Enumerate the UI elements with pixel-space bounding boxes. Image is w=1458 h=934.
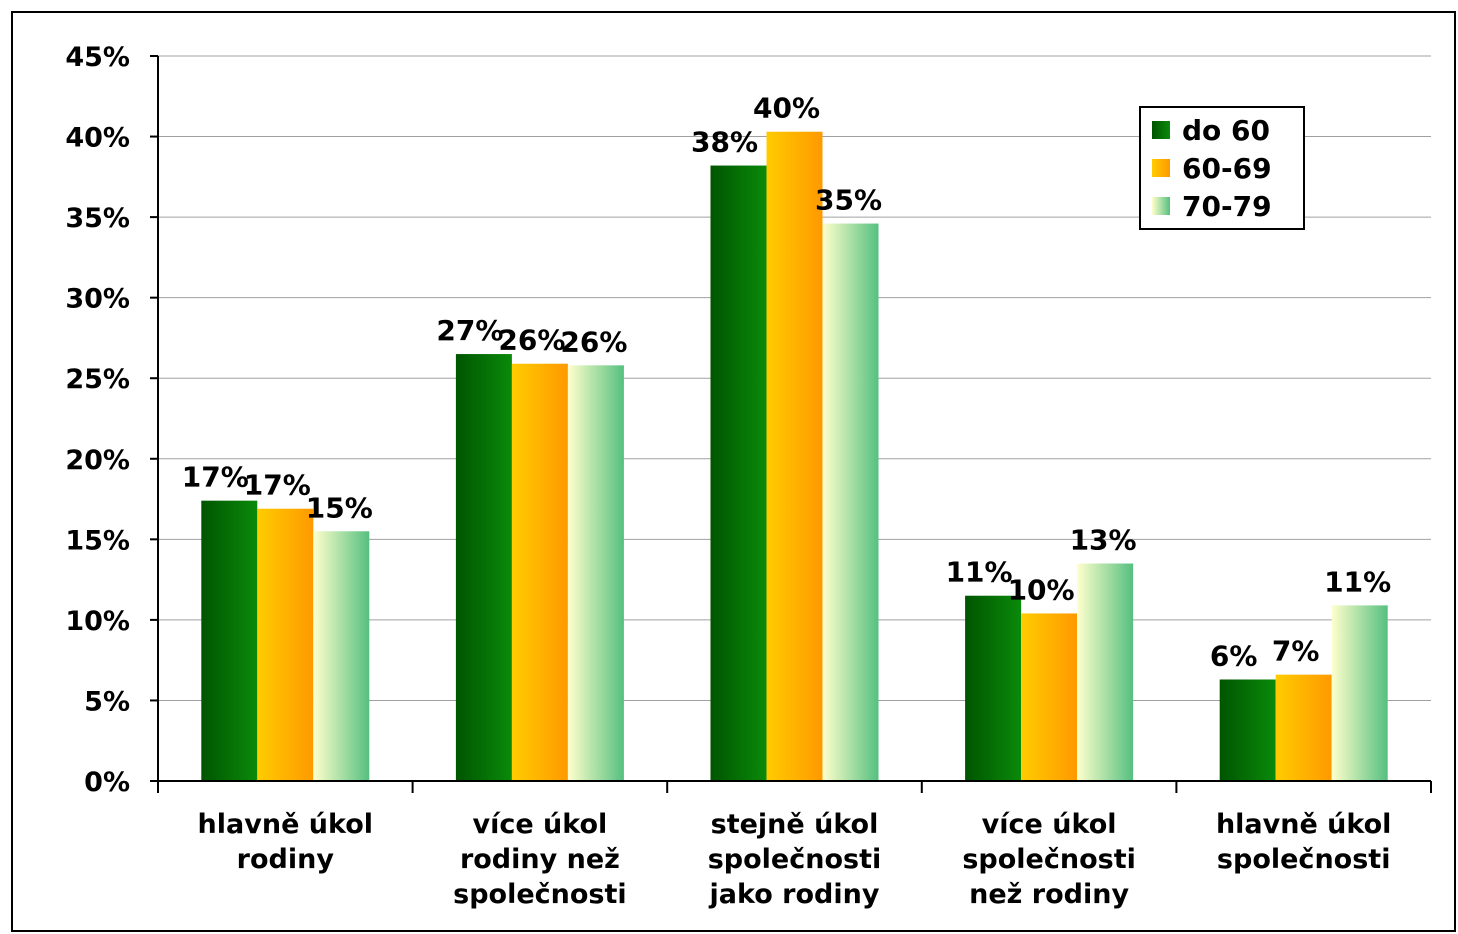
bar [1275,674,1332,781]
axes-group: 0% 5% 10% 15% 20% 25% 30% 35% 40% 45% [65,42,1432,798]
data-label: 17% [182,461,249,494]
legend: do 60 60-69 70-79 [1139,106,1305,230]
y-tick-label: 5% [84,686,130,717]
data-label: 11% [1324,565,1391,598]
x-category-label: hlavně úkol [1216,809,1392,840]
y-tick-label: 15% [65,525,130,556]
labels-group: 17%17%15%hlavně úkolrodiny27%26%26%více … [182,92,1392,910]
data-label: 11% [946,556,1013,589]
x-category-label: rodiny [237,844,335,875]
legend-swatch [1152,121,1170,139]
legend-label: 60-69 [1182,152,1272,185]
data-label: 17% [244,469,311,502]
bar [822,223,879,782]
legend-swatch [1152,159,1170,177]
data-label: 35% [815,184,882,217]
x-category-label: společnosti [962,844,1136,875]
bar [511,363,568,781]
x-category-label: společnosti [708,844,882,875]
data-label: 15% [306,491,373,524]
bar [257,508,314,781]
bar [567,365,624,781]
data-label: 7% [1272,635,1320,668]
x-category-label: hlavně úkol [198,809,374,840]
data-label: 6% [1210,640,1258,673]
x-category-label: stejně úkol [711,809,879,840]
y-tick-label: 0% [84,767,130,798]
x-category-label: než rodiny [969,879,1129,910]
y-tick-label: 30% [65,284,130,315]
bar [313,531,370,781]
x-category-label: rodiny než [460,844,620,875]
x-category-label: společnosti [453,879,627,910]
x-category-label: více úkol [982,809,1117,840]
bar [455,354,512,781]
y-tick-label: 35% [65,203,130,234]
data-label: 26% [498,324,565,357]
legend-swatch [1152,197,1170,215]
data-label: 10% [1008,573,1075,606]
bar [1331,605,1388,781]
data-label: 40% [753,92,820,125]
bar [766,131,823,781]
y-tick-label: 10% [65,606,130,637]
x-category-label: společnosti [1217,844,1391,875]
bar [1021,613,1078,781]
y-tick-label: 40% [65,123,130,154]
bar [710,165,767,782]
legend-label: do 60 [1182,114,1270,147]
bar [1077,563,1134,781]
x-category-label: více úkol [472,809,607,840]
x-category-label: jako rodiny [709,879,880,910]
y-tick-label: 20% [65,445,130,476]
data-label: 26% [560,325,627,358]
data-label: 38% [691,126,758,159]
bar [965,595,1022,781]
y-tick-label: 45% [65,42,130,73]
bars-group [201,131,1388,782]
bar [201,500,258,781]
y-tick-label: 25% [65,364,130,395]
legend-label: 70-79 [1182,190,1272,223]
data-label: 27% [436,314,503,347]
data-label: 13% [1070,524,1137,557]
bar [1219,679,1276,781]
